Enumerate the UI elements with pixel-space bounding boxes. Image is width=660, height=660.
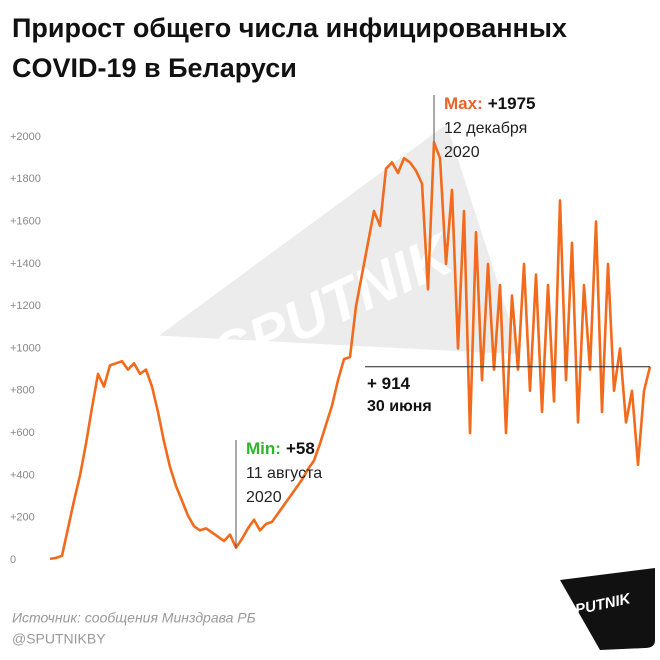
data-line bbox=[49, 141, 652, 561]
annotation: + 914 30 июня bbox=[365, 366, 650, 415]
source: Источник: сообщения Минздрава РБ bbox=[12, 610, 256, 626]
y-tick-label: +200 bbox=[10, 512, 35, 524]
y-tick-label: +1800 bbox=[10, 173, 41, 185]
chart-title: Прирост общего числа инфицированных bbox=[12, 13, 567, 43]
watermark-shape bbox=[159, 124, 521, 355]
annotation-title: Min: +58 bbox=[246, 439, 315, 458]
annotation-kind: Min: bbox=[246, 439, 281, 458]
y-tick-label: +2000 bbox=[10, 131, 41, 143]
logo: SPUTNIK bbox=[560, 568, 655, 650]
annotation-title: Max: +1975 bbox=[444, 94, 535, 113]
annotation-kind: Max: bbox=[444, 94, 483, 113]
annotation-value: +1975 bbox=[488, 94, 536, 113]
annotation: Max: +1975 12 декабря 2020 bbox=[433, 94, 535, 161]
y-tick-label: +1600 bbox=[10, 216, 41, 228]
annotation-value: + 914 bbox=[367, 374, 411, 393]
annotation-date: 2020 bbox=[246, 489, 282, 506]
annotation-date: 2020 bbox=[444, 144, 480, 161]
credit: @SPUTNIKBY bbox=[12, 631, 106, 647]
logo-shape bbox=[560, 568, 655, 650]
y-tick-label: +1400 bbox=[10, 258, 41, 270]
y-tick-label: 0 bbox=[10, 554, 16, 566]
y-tick-label: +600 bbox=[10, 427, 35, 439]
annotation-date: 12 декабря bbox=[444, 120, 527, 137]
y-tick-label: +1200 bbox=[10, 300, 41, 312]
annotation-date: 11 августа bbox=[246, 465, 322, 482]
annotation-value: +58 bbox=[286, 439, 315, 458]
y-tick-label: +1000 bbox=[10, 342, 41, 354]
y-tick-label: +800 bbox=[10, 385, 35, 397]
y-tick-label: +400 bbox=[10, 469, 35, 481]
annotation: Min: +58 11 августа 2020 bbox=[235, 439, 322, 548]
annotation-date: 30 июня bbox=[367, 398, 432, 415]
chart-title: COVID-19 в Беларуси bbox=[12, 53, 297, 83]
